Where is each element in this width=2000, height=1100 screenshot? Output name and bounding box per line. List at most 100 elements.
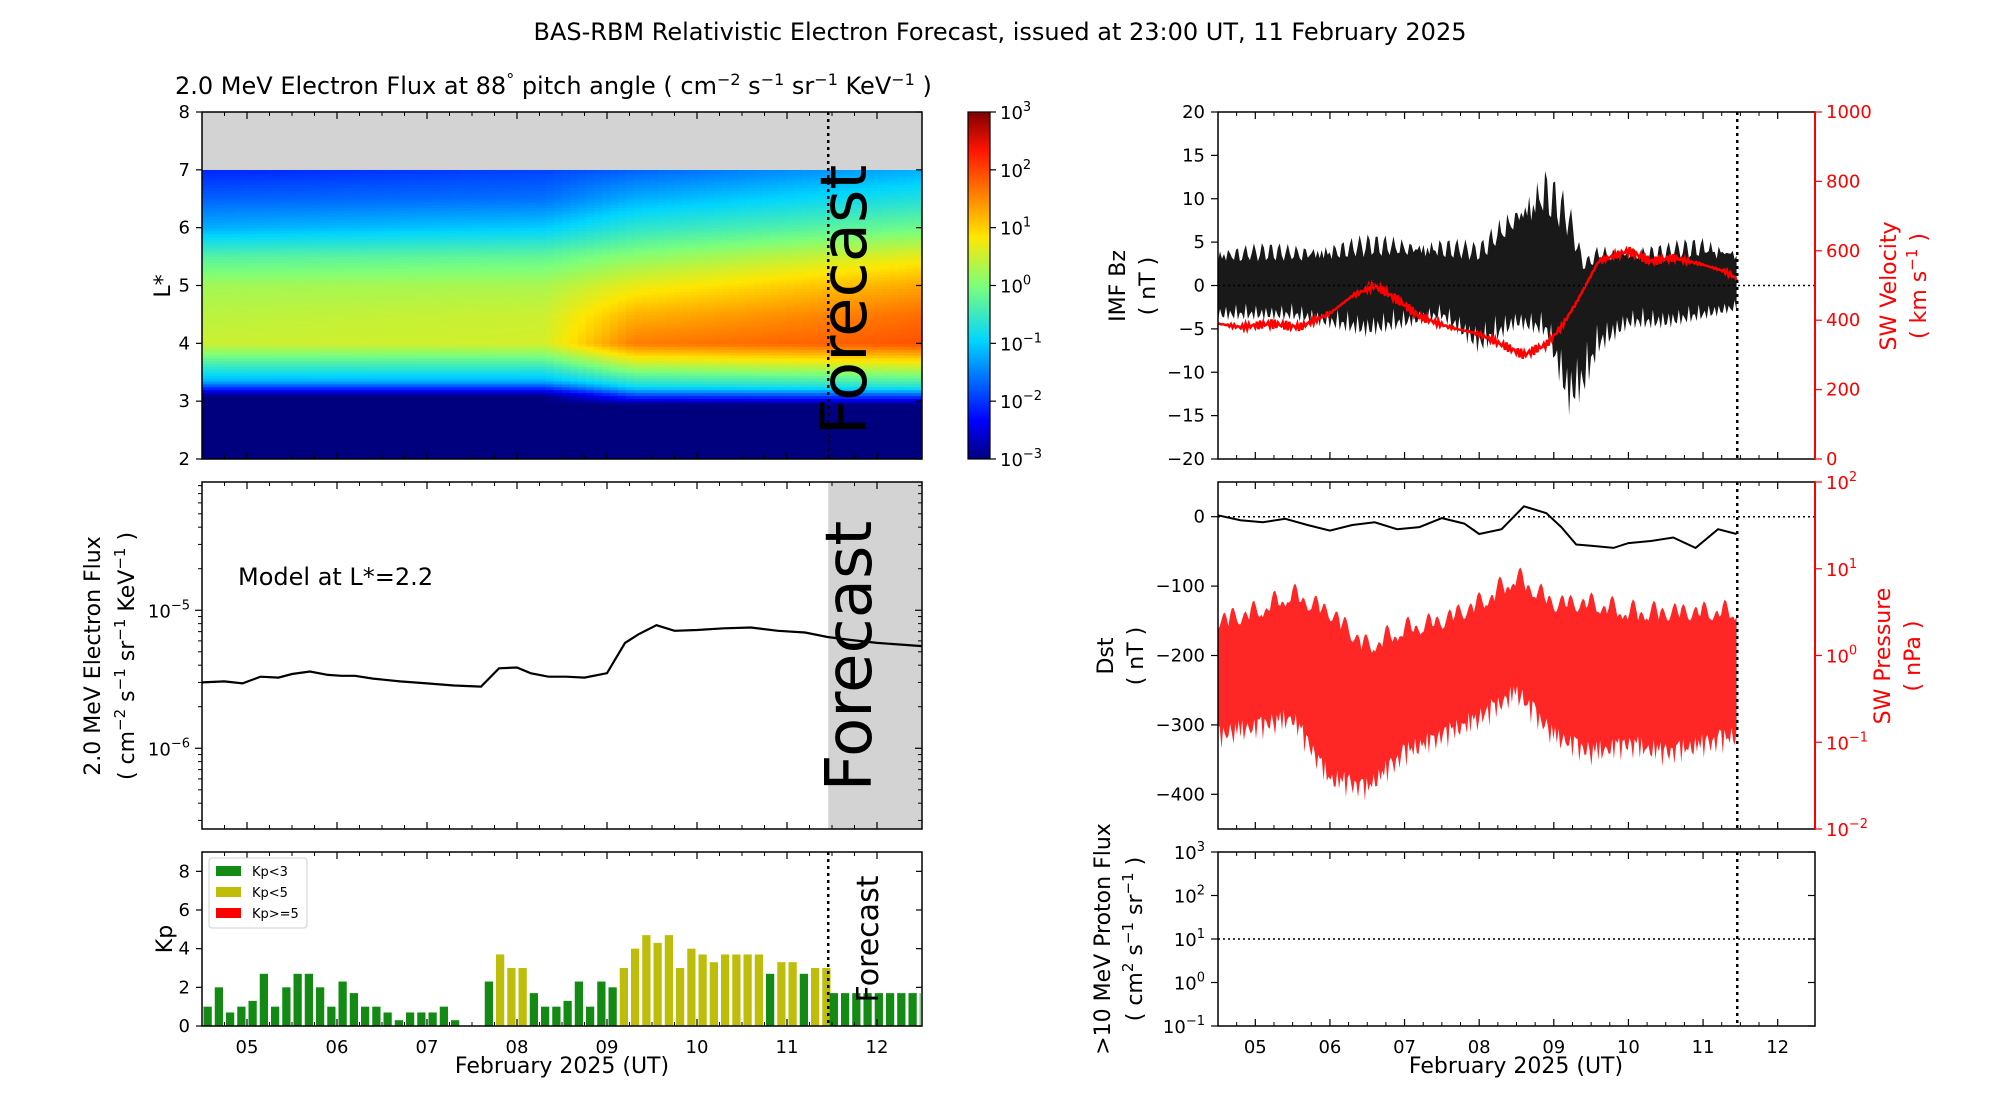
heatmap-cell xyxy=(242,230,251,235)
heatmap-cell xyxy=(354,343,363,347)
heatmap-cell xyxy=(338,253,347,258)
heatmap-cell xyxy=(258,427,267,431)
heatmap-cell xyxy=(338,363,347,368)
heatmap-cell xyxy=(386,392,395,396)
heatmap-cell xyxy=(226,227,235,232)
heatmap-cell xyxy=(202,227,211,232)
heatmap-cell xyxy=(338,204,347,209)
heatmap-cell xyxy=(258,346,267,350)
heatmap-cell xyxy=(306,334,315,339)
heatmap-cell xyxy=(370,302,379,307)
heatmap-cell xyxy=(346,320,355,324)
heatmap-cell xyxy=(322,432,331,437)
heatmap-cell xyxy=(298,380,307,385)
heatmap-cell xyxy=(226,221,235,226)
heatmap-cell xyxy=(234,282,243,287)
heatmap-cell xyxy=(218,406,227,411)
heatmap-cell xyxy=(282,198,291,203)
heatmap-cell xyxy=(234,432,243,437)
heatmap-cell xyxy=(274,328,283,333)
heatmap-cell xyxy=(234,343,243,347)
heatmap-cell xyxy=(354,328,363,333)
heatmap-cell xyxy=(202,294,211,298)
heatmap-cell xyxy=(218,195,227,200)
heatmap-cell xyxy=(258,337,267,342)
heatmap-cell xyxy=(250,288,259,292)
heatmap-cell xyxy=(218,415,227,420)
heatmap-cell xyxy=(306,389,315,394)
heatmap-cell xyxy=(354,438,363,443)
heatmap-cell xyxy=(330,302,339,307)
heatmap-cell xyxy=(298,456,307,459)
heatmap-cell xyxy=(338,218,347,223)
heatmap-cell xyxy=(218,181,227,185)
heatmap-cell xyxy=(274,357,283,362)
heatmap-cell xyxy=(346,245,355,249)
heatmap-cell xyxy=(290,227,299,232)
heatmap-cell xyxy=(378,352,387,356)
heatmap-cell xyxy=(226,308,235,313)
heatmap-cell xyxy=(266,299,275,304)
heatmap-cell xyxy=(218,409,227,414)
heatmap-cell xyxy=(218,401,227,405)
heatmap-cell xyxy=(298,352,307,356)
heatmap-cell xyxy=(298,184,307,188)
heatmap-cell xyxy=(322,311,331,316)
heatmap-cell xyxy=(370,346,379,350)
heatmap-cell xyxy=(274,435,283,440)
heatmap-cell xyxy=(330,221,339,226)
heatmap-cell xyxy=(306,404,315,408)
heatmap-cell xyxy=(274,409,283,414)
heatmap-cell xyxy=(314,366,323,370)
heatmap-cell xyxy=(250,233,259,237)
heatmap-cell xyxy=(202,331,211,336)
heatmap-cell xyxy=(306,331,315,336)
heatmap-cell xyxy=(234,175,243,180)
heatmap-cell xyxy=(282,268,291,272)
heatmap-cell xyxy=(346,213,355,217)
heatmap-cell xyxy=(362,239,371,243)
heatmap-cell xyxy=(322,360,331,365)
heatmap-cell xyxy=(370,172,379,177)
heatmap-cell xyxy=(386,262,395,266)
heatmap-cell xyxy=(354,247,363,252)
heatmap-cell xyxy=(266,323,275,327)
heatmap-cell xyxy=(266,424,275,428)
heatmap-cell xyxy=(330,404,339,408)
heatmap-cell xyxy=(210,401,219,405)
heatmap-cell xyxy=(258,450,267,454)
heatmap-cell xyxy=(274,271,283,275)
heatmap-cell xyxy=(250,273,259,278)
heatmap-cell xyxy=(226,265,235,269)
heatmap-cell xyxy=(370,421,379,425)
heatmap-cell xyxy=(346,409,355,414)
heatmap-cell xyxy=(234,253,243,258)
heatmap-cell xyxy=(282,340,291,344)
heatmap-cell xyxy=(242,250,251,255)
heatmap-cell xyxy=(210,331,219,336)
heatmap-cell xyxy=(226,395,235,399)
heatmap-cell xyxy=(322,253,331,258)
heatmap-cell xyxy=(226,369,235,373)
heatmap-cell xyxy=(266,314,275,318)
heatmap-cell xyxy=(266,190,275,194)
heatmap-cell xyxy=(274,401,283,405)
heatmap-cell xyxy=(330,372,339,376)
heatmap-cell xyxy=(306,418,315,423)
heatmap-cell xyxy=(258,366,267,370)
heatmap-cell xyxy=(354,418,363,423)
heatmap-cell xyxy=(274,268,283,272)
heatmap-cell xyxy=(322,204,331,209)
heatmap-cell xyxy=(234,357,243,362)
heatmap-cell xyxy=(346,268,355,272)
heatmap-cell xyxy=(386,325,395,330)
heatmap-cell xyxy=(234,247,243,252)
heatmap-cell xyxy=(362,456,371,459)
heatmap-cell xyxy=(290,430,299,434)
heatmap-cell xyxy=(250,314,259,318)
heatmap-cell xyxy=(306,285,315,289)
heatmap-cell xyxy=(226,409,235,414)
heatmap-cell xyxy=(378,181,387,185)
heatmap-cell xyxy=(354,354,363,359)
heatmap-cell xyxy=(250,389,259,394)
